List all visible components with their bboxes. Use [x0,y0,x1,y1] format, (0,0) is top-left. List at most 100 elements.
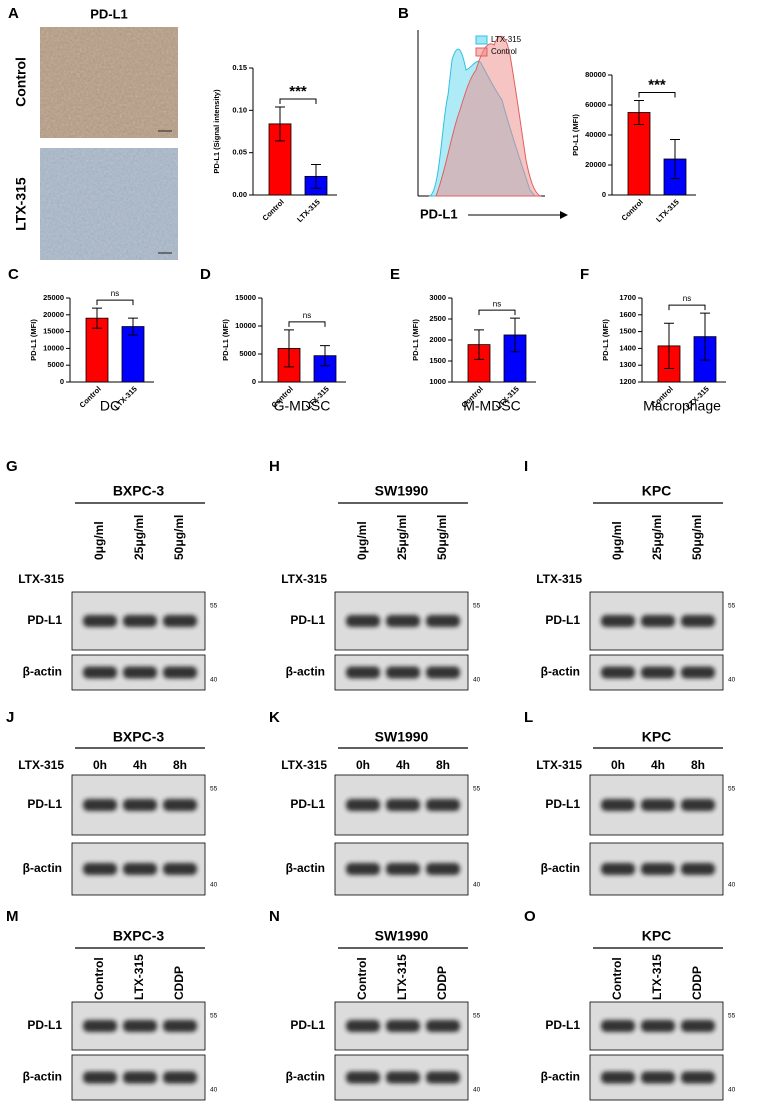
y-tick-label: 1500 [619,327,636,336]
y-tick-label: 15000 [43,327,64,336]
blot-title: KPC [642,928,672,944]
panel-label: F [580,266,589,283]
band [681,666,715,679]
caption: Macrophage [643,398,721,414]
marker-label: 40 [473,882,481,889]
band [163,666,197,679]
lane-label: CDDP [172,966,186,1000]
y-tick-label: 1700 [619,293,636,302]
row-label: β-actin [286,861,325,875]
significance-label: ns [111,289,119,298]
panel-label: I [524,458,528,475]
y-tick-label: 5000 [47,360,64,369]
treatment-label: LTX-315 [281,758,327,772]
band [346,666,380,679]
lane-label: 25μg/ml [650,515,664,560]
band [346,863,380,875]
row-label: Control [13,57,29,107]
band [426,863,460,875]
band [83,863,117,875]
band [123,666,157,679]
band [123,799,157,811]
row-label: β-actin [23,861,62,875]
significance-label: ns [303,311,311,320]
marker-label: 55 [473,603,481,610]
y-tick-label: 25000 [43,293,64,302]
band [386,863,420,875]
lane-label: Control [92,957,106,1000]
row-label: PD-L1 [545,613,580,627]
row-label: β-actin [286,1070,325,1084]
band [641,863,675,875]
marker-label: 40 [728,677,736,684]
panel-label: H [269,458,280,475]
band [163,799,197,811]
error-bar [474,329,484,360]
y-tick-label: 60000 [585,100,606,109]
row-label: PD-L1 [290,613,325,627]
row-label: β-actin [541,861,580,875]
band [426,1071,460,1084]
row-label: PD-L1 [290,797,325,811]
blot-title: BXPC-3 [113,928,165,944]
band [601,799,635,811]
x-tick-label: Control [620,197,645,222]
y-tick-label: 40000 [585,130,606,139]
blot-title: SW1990 [375,729,429,745]
band [426,1020,460,1032]
row-label: PD-L1 [290,1018,325,1032]
lane-label: 0h [356,758,370,772]
band [346,799,380,811]
error-bar [284,329,294,368]
y-tick-label: 2500 [429,314,446,323]
blot-title: BXPC-3 [113,729,165,745]
error-bar [664,322,674,370]
band [83,666,117,679]
lane-label: LTX-315 [395,954,409,1000]
error-bar [92,307,102,329]
y-tick-label: 80000 [585,70,606,79]
row-label: PD-L1 [27,613,62,627]
y-axis-label: PD-L1 (Signal intensity) [212,89,221,174]
blot-title: KPC [642,729,672,745]
marker-label: 40 [728,1087,736,1094]
lane-label: 4h [133,758,147,772]
marker-label: 40 [473,1087,481,1094]
band [346,615,380,627]
band [641,1020,675,1032]
band [83,1020,117,1032]
band [601,615,635,627]
significance-label: ns [683,294,691,303]
band [123,1071,157,1084]
band [346,1071,380,1084]
panel-label: E [390,266,400,283]
panel-label: B [398,5,409,22]
panel-label: J [6,709,14,726]
blot-title: SW1990 [375,928,429,944]
band [426,666,460,679]
row-label: PD-L1 [545,1018,580,1032]
lane-label: LTX-315 [650,954,664,1000]
lane-label: 8h [691,758,705,772]
band [83,799,117,811]
marker-label: 40 [210,882,218,889]
row-label: PD-L1 [545,797,580,811]
row-label: β-actin [541,665,580,679]
y-tick-label: 1200 [619,377,636,386]
y-axis-label: PD-L1 (MFI) [221,319,230,361]
band [163,1020,197,1032]
legend-label: LTX-315 [491,35,522,44]
band [681,1071,715,1084]
marker-label: 55 [210,786,218,793]
marker-label: 40 [210,677,218,684]
lane-label: CDDP [690,966,704,1000]
lane-label: 0μg/ml [92,521,106,560]
lane-label: 50μg/ml [690,515,704,560]
lane-label: 4h [396,758,410,772]
histogram [417,30,568,219]
band [681,615,715,627]
y-tick-label: 1400 [619,343,636,352]
legend-label: Control [491,47,517,56]
significance-bracket [638,92,676,98]
